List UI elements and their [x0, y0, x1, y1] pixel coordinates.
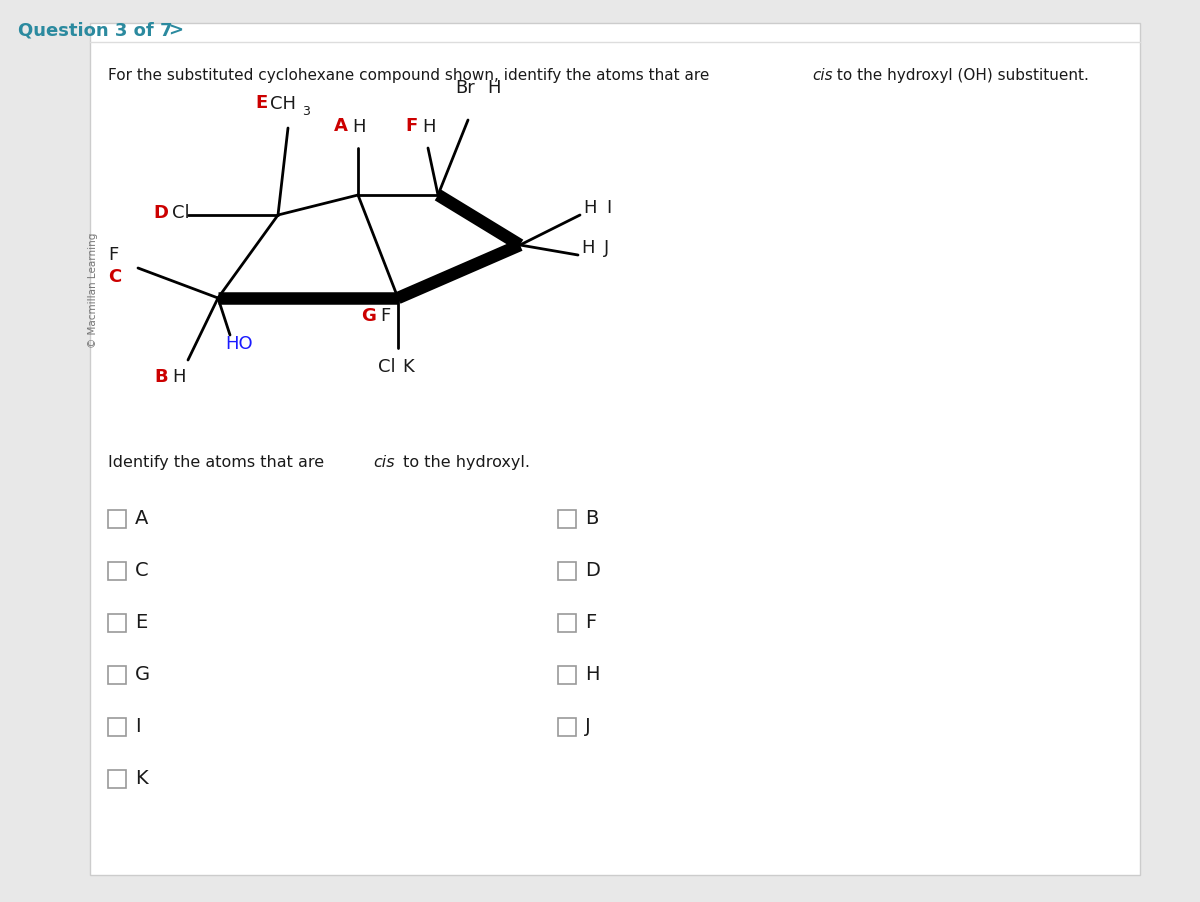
Text: G: G — [361, 307, 376, 325]
Text: Cl: Cl — [378, 358, 396, 376]
Text: F: F — [406, 117, 418, 135]
Text: H: H — [172, 368, 186, 386]
Bar — [108, 666, 126, 684]
Text: © Macmillan Learning: © Macmillan Learning — [88, 233, 98, 347]
Text: Br: Br — [455, 79, 475, 97]
Bar — [558, 562, 576, 580]
Text: C: C — [108, 268, 121, 286]
Text: cis: cis — [812, 68, 833, 83]
Bar — [108, 770, 126, 788]
Text: I: I — [134, 717, 140, 737]
Bar — [108, 614, 126, 632]
Text: H: H — [583, 199, 596, 217]
Bar — [108, 510, 126, 528]
Text: 3: 3 — [302, 105, 310, 118]
Text: E: E — [256, 94, 268, 112]
Text: For the substituted cyclohexane compound shown, identify the atoms that are: For the substituted cyclohexane compound… — [108, 68, 714, 83]
Text: J: J — [586, 717, 590, 737]
Text: I: I — [606, 199, 611, 217]
Bar — [108, 562, 126, 580]
Text: E: E — [134, 613, 148, 632]
Text: A: A — [334, 117, 348, 135]
Text: >: > — [168, 22, 182, 40]
Text: D: D — [154, 204, 168, 222]
Text: D: D — [586, 562, 600, 581]
Text: H: H — [422, 118, 436, 136]
Text: H: H — [586, 666, 600, 685]
Text: B: B — [155, 368, 168, 386]
Bar — [558, 666, 576, 684]
Bar — [558, 510, 576, 528]
Text: HO: HO — [226, 335, 253, 353]
Text: cis: cis — [373, 455, 395, 470]
Text: H: H — [581, 239, 594, 257]
Text: H: H — [352, 118, 366, 136]
Text: to the hydroxyl (OH) substituent.: to the hydroxyl (OH) substituent. — [832, 68, 1088, 83]
Text: J: J — [604, 239, 610, 257]
Text: B: B — [586, 510, 599, 529]
Text: K: K — [134, 769, 148, 788]
Text: CH: CH — [270, 95, 296, 113]
Text: to the hydroxyl.: to the hydroxyl. — [398, 455, 530, 470]
Text: Cl: Cl — [172, 204, 190, 222]
Bar — [558, 614, 576, 632]
Text: H: H — [487, 79, 500, 97]
Text: Question 3 of 7: Question 3 of 7 — [18, 22, 173, 40]
Bar — [108, 718, 126, 736]
Text: C: C — [134, 562, 149, 581]
Text: F: F — [108, 246, 119, 264]
Bar — [558, 718, 576, 736]
Text: G: G — [134, 666, 150, 685]
Text: Identify the atoms that are: Identify the atoms that are — [108, 455, 329, 470]
Text: A: A — [134, 510, 149, 529]
Text: K: K — [402, 358, 414, 376]
Text: F: F — [586, 613, 596, 632]
Text: F: F — [380, 307, 390, 325]
